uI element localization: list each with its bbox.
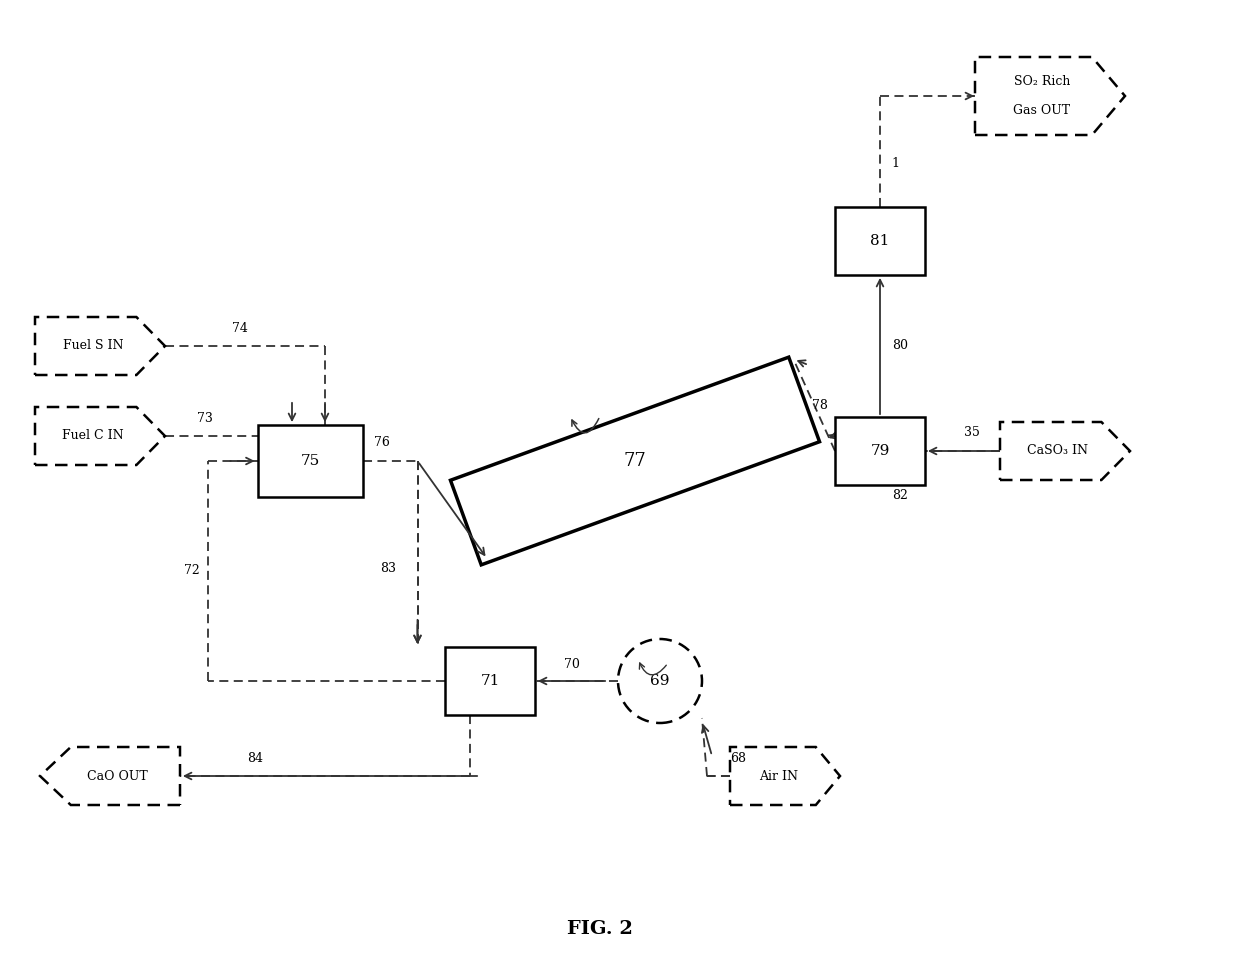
- Text: 72: 72: [184, 564, 200, 578]
- Bar: [835, 417, 925, 485]
- Text: 73: 73: [197, 412, 213, 426]
- Circle shape: [618, 639, 702, 723]
- Text: 83: 83: [379, 562, 396, 576]
- Polygon shape: [450, 357, 820, 565]
- Text: 75: 75: [300, 454, 320, 468]
- Text: 1: 1: [892, 158, 899, 170]
- Text: FIG. 2: FIG. 2: [567, 920, 632, 938]
- Text: CaSO₃ IN: CaSO₃ IN: [1028, 445, 1089, 457]
- Text: 74: 74: [232, 323, 248, 335]
- Text: Fuel C IN: Fuel C IN: [62, 430, 124, 442]
- Text: 69: 69: [650, 674, 670, 688]
- Bar: [445, 647, 534, 715]
- Text: 77: 77: [624, 452, 646, 470]
- Text: CaO OUT: CaO OUT: [87, 770, 148, 782]
- Polygon shape: [975, 57, 1125, 135]
- Text: 76: 76: [374, 436, 389, 450]
- Polygon shape: [35, 317, 165, 375]
- Polygon shape: [40, 747, 180, 805]
- Bar: [258, 425, 362, 497]
- Text: 84: 84: [247, 752, 263, 766]
- Text: 81: 81: [870, 234, 889, 248]
- Text: 68: 68: [730, 752, 746, 766]
- Text: Fuel S IN: Fuel S IN: [62, 339, 123, 353]
- Polygon shape: [730, 747, 839, 805]
- Text: 78: 78: [812, 400, 828, 412]
- Text: 35: 35: [963, 427, 980, 439]
- Text: 82: 82: [892, 489, 908, 503]
- Text: SO₂ Rich: SO₂ Rich: [1013, 76, 1070, 88]
- Polygon shape: [999, 422, 1130, 480]
- Bar: [835, 207, 925, 275]
- Text: 80: 80: [892, 339, 908, 353]
- Polygon shape: [35, 407, 165, 465]
- Text: Gas OUT: Gas OUT: [1013, 104, 1070, 116]
- Text: 71: 71: [480, 674, 500, 688]
- Text: Air IN: Air IN: [759, 770, 799, 782]
- Text: 79: 79: [870, 444, 889, 458]
- Text: 70: 70: [564, 657, 580, 671]
